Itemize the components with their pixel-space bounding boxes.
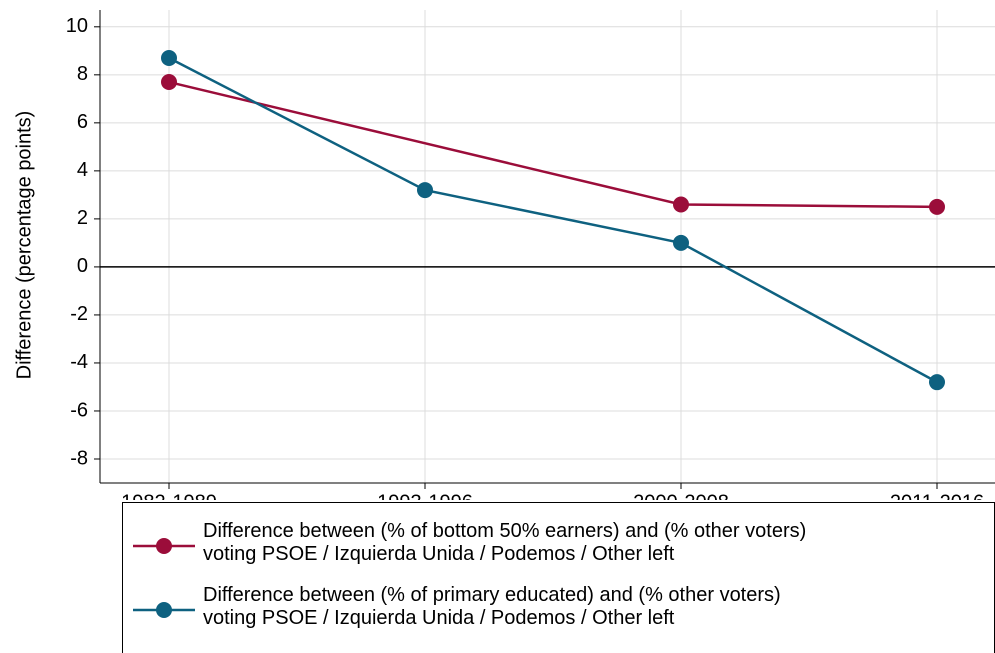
- point: [161, 50, 177, 67]
- y-tick-label: 8: [77, 63, 88, 85]
- legend-label: Difference between (% of primary educate…: [203, 584, 781, 629]
- y-tick-label: 4: [77, 159, 88, 181]
- series-line: [168, 56, 938, 384]
- point: [673, 234, 689, 251]
- y-tick-label: 6: [77, 111, 88, 133]
- point: [929, 198, 945, 215]
- legend-marker: [156, 538, 172, 554]
- legend-entry: Difference between (% of primary educate…: [123, 580, 993, 644]
- legend: Difference between (% of bottom 50% earn…: [122, 502, 995, 653]
- y-tick-label: -8: [70, 447, 88, 469]
- legend-label: Difference between (% of bottom 50% earn…: [203, 520, 807, 565]
- legend-key: [133, 538, 195, 554]
- y-tick-label: 0: [77, 255, 88, 277]
- legend-entry: Difference between (% of bottom 50% earn…: [123, 516, 993, 580]
- legend-key: [133, 602, 195, 618]
- x-tick-label: 2000-2008: [633, 491, 729, 500]
- y-tick-label: -2: [70, 303, 88, 325]
- y-tick-label: -4: [70, 351, 88, 373]
- x-tick-label: 1993-1996: [377, 491, 473, 500]
- point: [673, 196, 689, 213]
- point: [929, 374, 945, 391]
- chart: Difference (percentage points) -8 -6 -4 -2 0…: [13, 10, 995, 513]
- y-tick-label: 10: [66, 15, 88, 37]
- x-tick-label: 2011-2016: [890, 491, 984, 500]
- series-line: [168, 80, 938, 209]
- y-tick-label: -6: [70, 399, 88, 421]
- point: [417, 182, 433, 199]
- y-axis-title: Difference (percentage points): [13, 111, 35, 380]
- y-tick-label: 2: [77, 207, 88, 229]
- legend-marker: [156, 602, 172, 618]
- point: [161, 74, 177, 91]
- x-tick-label: 1982-1989: [121, 491, 217, 500]
